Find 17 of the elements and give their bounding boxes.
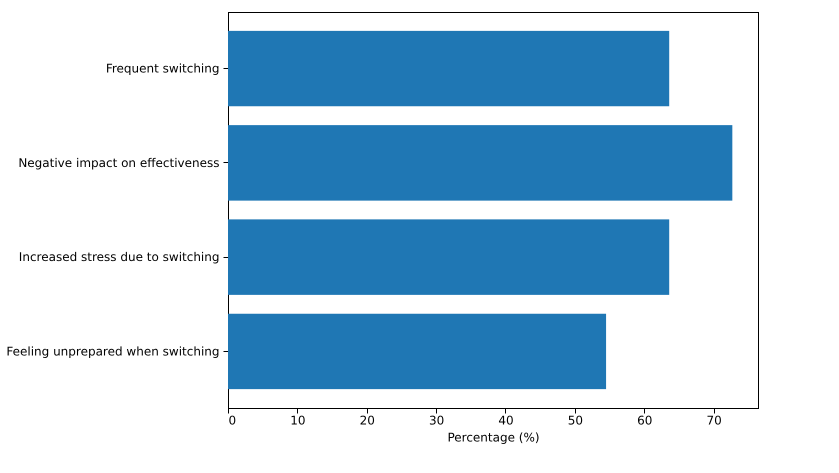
bar xyxy=(228,30,670,106)
x-tick-label: 20 xyxy=(360,414,375,428)
x-axis-title: Percentage (%) xyxy=(447,430,540,444)
x-tick-label: 50 xyxy=(568,414,583,428)
x-tick-label: 60 xyxy=(637,414,652,428)
x-tick-label: 10 xyxy=(290,414,306,428)
x-tick-label: 0 xyxy=(228,414,236,428)
bar xyxy=(228,314,606,390)
x-tick-label: 70 xyxy=(706,414,722,428)
bar xyxy=(228,219,670,295)
x-tick-label: 40 xyxy=(498,414,514,428)
bar xyxy=(228,125,732,201)
y-tick-label: Negative impact on effectiveness xyxy=(18,156,220,170)
y-tick-label: Increased stress due to switching xyxy=(18,250,220,264)
y-tick-label: Frequent switching xyxy=(106,62,220,76)
y-tick-label: Feeling unprepared when switching xyxy=(6,344,220,358)
x-tick-label: 30 xyxy=(428,414,444,428)
